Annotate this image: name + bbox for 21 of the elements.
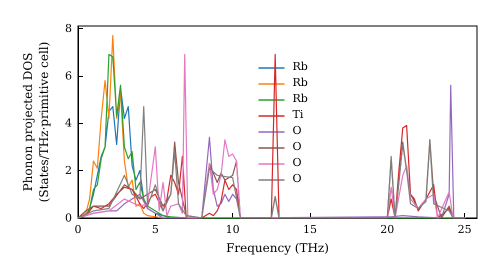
legend-label: Ti: [292, 108, 304, 121]
legend-label: O: [292, 156, 302, 169]
x-tick-label: 15: [302, 223, 317, 236]
x-tick-label: 10: [226, 223, 240, 236]
legend-label: Rb: [292, 92, 308, 105]
y-tick-label: 8: [65, 22, 72, 35]
legend-label: Rb: [292, 76, 308, 89]
x-tick-label: 25: [458, 223, 472, 236]
y-tick-label: 4: [65, 116, 72, 130]
x-tick-label: 0: [74, 223, 82, 236]
x-tick-label: 20: [380, 223, 394, 236]
legend-label: O: [292, 124, 302, 137]
legend-label: Rb: [292, 60, 308, 73]
y-tick-label: 0: [65, 212, 72, 224]
y-axis-title: Phonon projected DOS (States/THz·primitive cell): [21, 42, 51, 202]
x-tick-label: 5: [152, 223, 159, 236]
y-tick-label: 6: [65, 69, 72, 82]
x-axis-title: Frequency (THz): [226, 241, 329, 255]
y-tick-label: 2: [65, 164, 72, 178]
legend-label: O: [292, 140, 302, 153]
legend-label: O: [292, 172, 302, 185]
